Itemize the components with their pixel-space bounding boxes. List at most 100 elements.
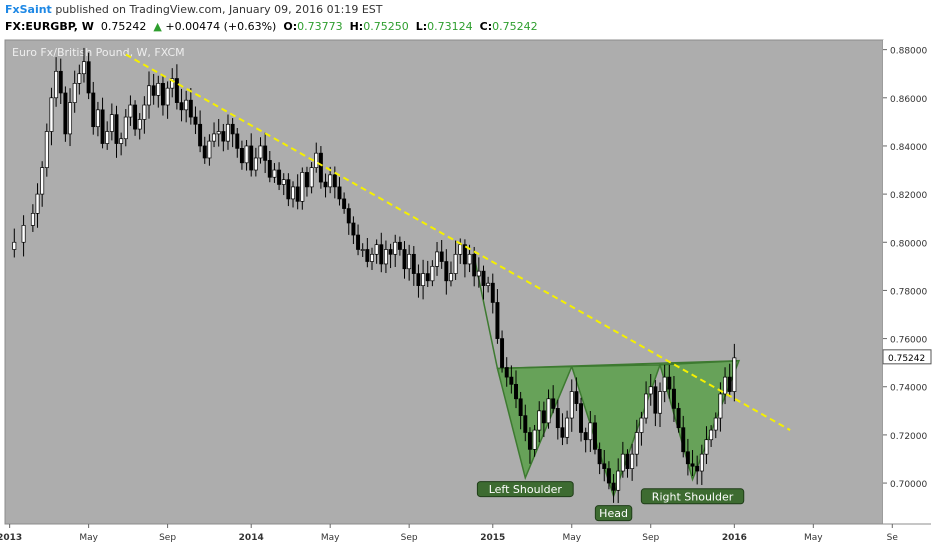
candle-body (560, 427, 565, 438)
candle-body (393, 241, 398, 255)
candle-body (383, 249, 388, 265)
candle-body (165, 87, 170, 106)
chart-title: Euro Fx/British Pound, W, FXCM (12, 46, 185, 59)
candle-body (328, 174, 333, 188)
candle-body (365, 249, 370, 262)
symbol-label: FX:EURGBP, W (5, 20, 94, 33)
time-axis (5, 524, 931, 550)
close-label: C: (479, 20, 493, 33)
candle-body (137, 119, 142, 130)
y-tick-label: 0.84000 (890, 143, 927, 153)
candle-body (523, 415, 528, 433)
candle-body (249, 145, 254, 171)
candle-body (527, 432, 532, 450)
candle-body (402, 249, 407, 270)
candle-body (160, 82, 165, 106)
candle-body (490, 282, 495, 303)
candle-body (235, 133, 240, 149)
candle-body (718, 393, 723, 419)
candle-body (147, 85, 151, 106)
candle-body (439, 251, 444, 262)
candle-body (184, 99, 189, 111)
candle-body (425, 273, 430, 282)
candle-body (388, 249, 393, 255)
candle-body (411, 253, 416, 274)
candle-body (30, 213, 35, 226)
descending-trendline (125, 53, 791, 431)
candle-body (114, 114, 119, 144)
symbol-info: FX:EURGBP, W 0.75242 ▲ +0.00474 (+0.63%)… (5, 20, 538, 33)
candle-body (671, 388, 676, 409)
candle-body (732, 357, 737, 392)
candle-body (212, 133, 217, 142)
x-tick-label: Se (887, 533, 899, 543)
candle-body (518, 398, 523, 416)
candle-body (379, 244, 384, 265)
pattern-label-box (476, 481, 574, 498)
y-tick-label: 0.88000 (890, 47, 927, 57)
candle-body (295, 186, 300, 202)
candle-body (593, 422, 597, 450)
candle-body (351, 222, 356, 236)
candle-body (444, 261, 449, 282)
candle-body (100, 109, 105, 144)
candle-body (685, 451, 690, 465)
candle-body (318, 152, 323, 183)
candle-body (151, 85, 156, 96)
candle-body (356, 234, 361, 250)
candle-body (704, 439, 709, 455)
candle-body (537, 410, 542, 431)
candle-body (681, 427, 686, 453)
change-arrow-icon: ▲ (153, 20, 162, 33)
candle-body (616, 470, 621, 491)
candle-body (123, 116, 128, 140)
candle-body (286, 179, 291, 200)
x-tick-label: 2014 (239, 533, 264, 543)
author-name[interactable]: FxSaint (5, 3, 52, 16)
candle-body (723, 376, 728, 395)
candle-body (486, 282, 491, 286)
candle-body (226, 123, 230, 142)
pattern-label-box (640, 488, 745, 505)
candle-body (346, 208, 351, 224)
price-axis (883, 40, 931, 524)
candle-body (630, 453, 635, 469)
candle-body (407, 253, 412, 270)
candle-body (555, 408, 560, 429)
candle-body (342, 198, 347, 209)
candle-body (639, 417, 644, 433)
candle-body (606, 468, 611, 484)
candle-body (40, 167, 45, 195)
low-value: 0.73124 (427, 20, 473, 33)
x-tick-label: 2016 (722, 533, 747, 543)
candle-body (58, 70, 63, 94)
candle-body (105, 131, 110, 144)
pattern-label: Right Shoulder (652, 490, 734, 503)
candle-body (690, 463, 695, 467)
y-tick-label: 0.80000 (890, 239, 927, 249)
candle-body (541, 410, 546, 424)
x-tick-label: 2015 (480, 533, 505, 543)
candle-body (695, 465, 700, 472)
candle-body (727, 376, 732, 392)
plot-area (4, 39, 884, 525)
candle-body (569, 391, 574, 419)
candle-body (648, 386, 653, 395)
candle-body (263, 145, 268, 161)
candle-body (291, 186, 295, 200)
last-price-marker (882, 349, 932, 365)
y-tick-label: 0.72000 (890, 432, 927, 442)
candle-body (54, 70, 59, 99)
candle-body (188, 99, 193, 118)
candle-body (430, 265, 435, 282)
publish-text: published on TradingView.com, January 09… (51, 3, 383, 16)
candle-body (35, 193, 40, 214)
candle-body (458, 244, 463, 255)
candle-body (462, 244, 467, 265)
candle-body (532, 429, 537, 450)
candle-body (267, 160, 272, 178)
price-chart[interactable]: Euro Fx/British Pound, W, FXCM 0.88000 0.8… (0, 38, 932, 550)
last-price-label: 0.75242 (888, 354, 925, 364)
y-tick-label: 0.70000 (890, 480, 927, 490)
candle-body (421, 273, 426, 286)
